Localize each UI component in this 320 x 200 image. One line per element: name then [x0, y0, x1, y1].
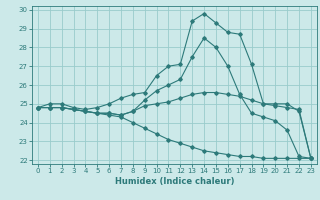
- X-axis label: Humidex (Indice chaleur): Humidex (Indice chaleur): [115, 177, 234, 186]
